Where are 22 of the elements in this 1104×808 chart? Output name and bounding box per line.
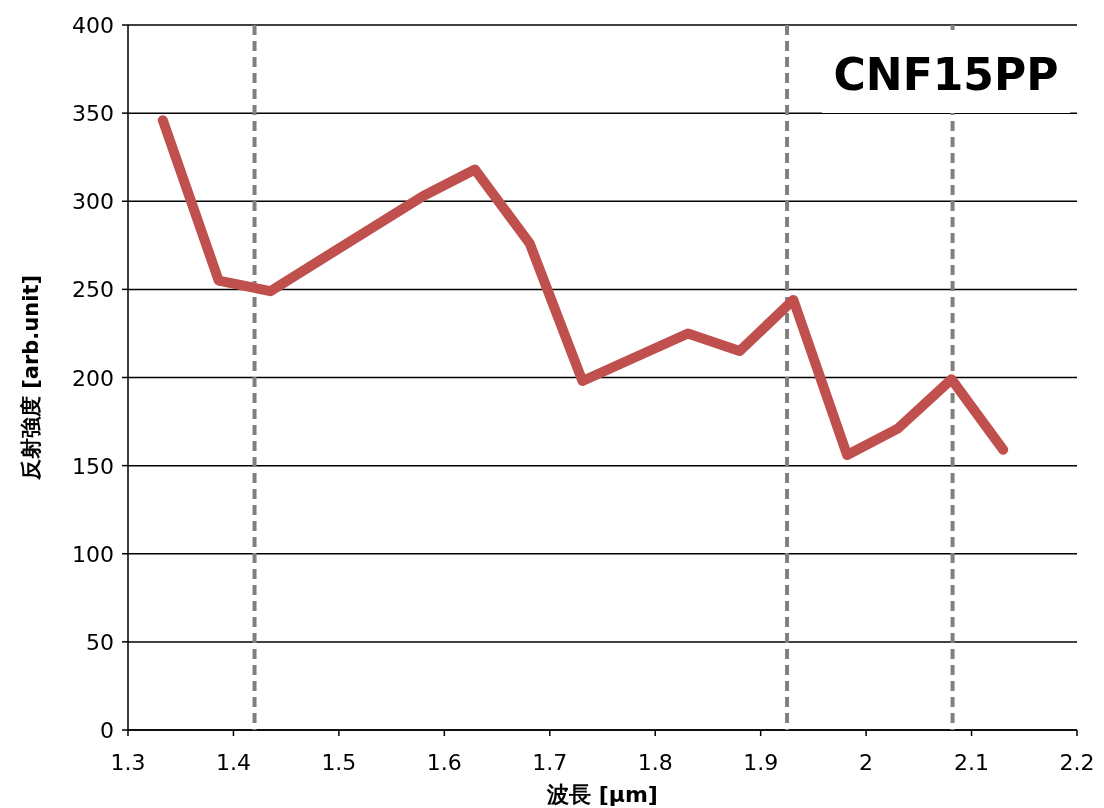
x-tick-label: 2.1 xyxy=(954,750,990,775)
y-tick-label: 200 xyxy=(72,365,114,391)
x-axis-title: 波長 [μm] xyxy=(546,782,658,807)
x-tick-label: 1.8 xyxy=(637,750,673,775)
x-tick-label: 1.7 xyxy=(532,750,568,775)
y-tick-label: 150 xyxy=(72,453,114,479)
y-tick-label: 0 xyxy=(100,718,114,743)
y-tick-label: 300 xyxy=(72,189,114,215)
y-tick-label: 50 xyxy=(86,629,114,655)
y-tick-label: 100 xyxy=(72,541,114,567)
y-axis-title: 反射強度 [arb.unit] xyxy=(19,274,43,482)
x-tick-label: 1.4 xyxy=(215,750,251,775)
annotation: CNF15PP xyxy=(833,49,1059,100)
x-tick-label: 2 xyxy=(859,750,874,775)
x-tick-label: 1.3 xyxy=(110,750,146,775)
x-tick-label: 1.5 xyxy=(321,750,357,775)
x-tick-label: 2.2 xyxy=(1059,750,1095,775)
x-tick-label: 1.9 xyxy=(743,750,779,775)
x-tick-label: 1.6 xyxy=(426,750,462,775)
y-tick-label: 400 xyxy=(72,13,114,38)
y-tick-label: 250 xyxy=(72,277,114,303)
y-tick-label: 350 xyxy=(72,101,114,127)
